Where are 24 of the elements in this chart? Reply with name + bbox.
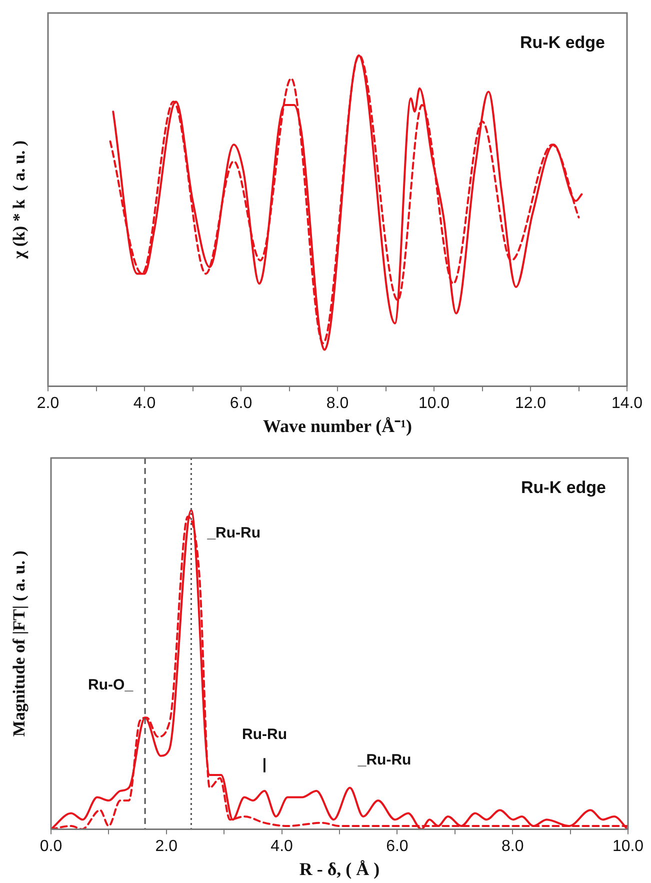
text: Ru-K edge (520, 33, 605, 52)
x-tick-label: 8.0 (501, 838, 524, 856)
y-axis-title: Magnitude of |FT| ( a. u. ) (9, 550, 28, 737)
x-tick-label: 6.0 (230, 395, 252, 412)
x-tick-label: 4.0 (133, 395, 156, 412)
x-tick-label: 2.0 (155, 838, 178, 856)
x-axis-title: Wave number (Å⁻¹) (262, 416, 412, 436)
x-tick-label: 2.0 (36, 395, 60, 412)
x-tick-label: 10.0 (418, 395, 450, 412)
x-axis-title: R - δ, ( Å ) (299, 858, 380, 879)
y-axis-title: χ (k) * k ( a. u. ) (9, 140, 28, 260)
annotation: | (262, 756, 267, 773)
annotation: Ru-Ru (242, 726, 287, 743)
annotation: _Ru-Ru (206, 524, 261, 542)
text: Ru-K edge (521, 478, 606, 498)
x-tick-label: 12.0 (514, 395, 546, 412)
x-tick-label: 0.0 (40, 838, 62, 856)
x-tick-label: 14.0 (611, 395, 643, 412)
x-tick-label: 4.0 (270, 838, 294, 856)
annotation: Ru-O_ (88, 676, 134, 694)
annotation: _Ru-Ru (356, 752, 412, 769)
x-tick-label: 8.0 (326, 395, 349, 412)
x-tick-label: 6.0 (386, 838, 408, 856)
x-tick-label: 10.0 (612, 838, 644, 856)
